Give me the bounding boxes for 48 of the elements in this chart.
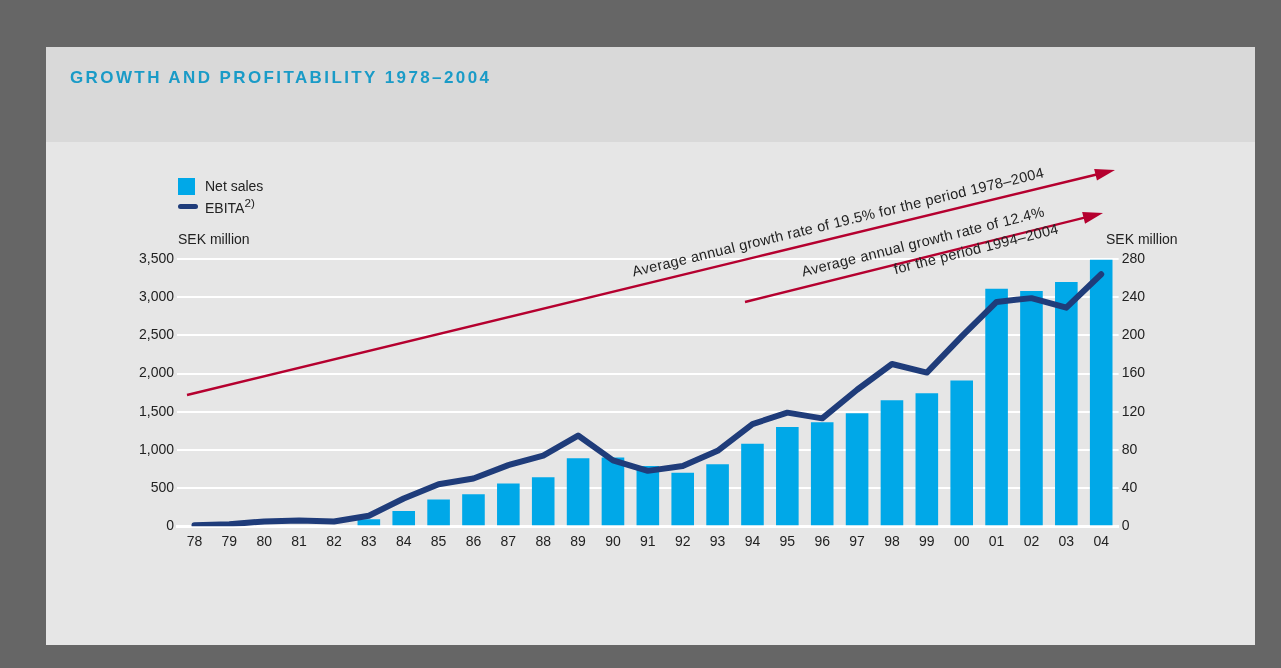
y-tick-label: 500 bbox=[150, 478, 175, 495]
x-tick-label: 02 bbox=[1023, 533, 1040, 550]
x-tick-label: 01 bbox=[988, 533, 1005, 550]
y-tick-label: 1,000 bbox=[138, 440, 175, 457]
x-tick-label: 94 bbox=[744, 533, 761, 550]
x-tick-label: 81 bbox=[291, 533, 308, 550]
y-tick-label: 1,500 bbox=[138, 402, 175, 419]
y2-tick-label: 200 bbox=[1121, 326, 1146, 343]
y-tick-label: 2,000 bbox=[138, 364, 175, 381]
legend-label: EBITA$^{2)}$ bbox=[205, 196, 255, 216]
x-tick-label: 82 bbox=[326, 533, 342, 550]
x-tick-label: 04 bbox=[1093, 533, 1110, 550]
x-tick-label: 00 bbox=[953, 533, 970, 550]
x-tick-label: 99 bbox=[919, 533, 935, 550]
x-tick-label: 98 bbox=[884, 533, 900, 550]
x-tick-label: 89 bbox=[570, 533, 587, 550]
x-tick-label: 93 bbox=[709, 533, 726, 550]
x-tick-label: 03 bbox=[1058, 533, 1075, 550]
x-tick-label: 88 bbox=[535, 533, 552, 550]
x-tick-label: 95 bbox=[779, 533, 796, 550]
x-tick-label: 92 bbox=[674, 533, 691, 550]
legend-label: Net sales bbox=[205, 178, 264, 194]
x-tick-label: 78 bbox=[186, 533, 203, 550]
x-tick-label: 90 bbox=[605, 533, 621, 550]
y2-tick-label: 160 bbox=[1121, 364, 1146, 381]
x-tick-label: 91 bbox=[640, 533, 656, 550]
y2-tick-label: 0 bbox=[1121, 517, 1130, 534]
y2-tick-label: 280 bbox=[1121, 249, 1146, 266]
y2-tick-label: 120 bbox=[1121, 402, 1146, 419]
x-tick-label: 85 bbox=[430, 533, 447, 550]
x-tick-label: 87 bbox=[500, 533, 517, 550]
x-tick-label: 97 bbox=[849, 533, 866, 550]
y-tick-label: 2,500 bbox=[138, 326, 175, 343]
x-tick-label: 84 bbox=[395, 533, 412, 550]
x-tick-label: 80 bbox=[256, 533, 273, 550]
y-tick-label: 3,000 bbox=[138, 288, 175, 305]
x-tick-label: 79 bbox=[221, 533, 238, 550]
y2-tick-label: 240 bbox=[1121, 288, 1146, 305]
y2-tick-label: 80 bbox=[1121, 440, 1138, 457]
x-tick-label: 86 bbox=[465, 533, 482, 550]
y2-tick-label: 40 bbox=[1121, 478, 1138, 495]
x-tick-label: 96 bbox=[814, 533, 831, 550]
y-tick-label: 0 bbox=[166, 517, 175, 534]
chart-title: GROWTH AND PROFITABILITY 1978–2004 bbox=[70, 68, 492, 88]
y-tick-label: 3,500 bbox=[138, 249, 175, 266]
x-tick-label: 83 bbox=[361, 533, 377, 550]
y2-axis-title: SEK million bbox=[1106, 231, 1178, 247]
y-axis-title: SEK million bbox=[178, 231, 250, 247]
